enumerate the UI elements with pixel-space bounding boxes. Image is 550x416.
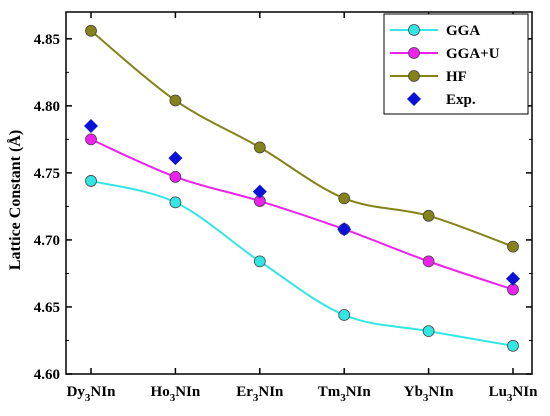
plot-area: 4.60 4.65 4.70 4.75 4.80 4.85 Dy3NIn Ho3NIn Er3N… (34, 11, 539, 404)
legend-marker-exp (407, 92, 421, 106)
data-point-exp (168, 151, 183, 166)
legend-marker-gga (408, 24, 420, 36)
data-point-hf (253, 141, 266, 154)
legend-marker-gga-u (408, 47, 420, 59)
y-tick-label: 4.75 (34, 166, 60, 182)
data-point-gga (85, 175, 97, 187)
data-point-hf (85, 24, 97, 37)
y-tick-label: 4.65 (34, 300, 60, 316)
x-tick-label: Tm3NIn (318, 384, 372, 404)
data-point-gga-u (85, 133, 97, 146)
data-point-exp (252, 184, 267, 199)
legend-label-hf: HF (446, 69, 467, 85)
data-point-exp (84, 118, 98, 133)
legend: GGA GGA+U HF Exp. (383, 13, 529, 115)
legend-label-gga: GGA (446, 23, 480, 39)
legend-marker-hf (408, 70, 420, 82)
data-point-gga (507, 339, 519, 352)
data-point-gga-u (422, 255, 435, 268)
y-tick-label: 4.80 (34, 99, 60, 115)
data-point-hf (507, 240, 519, 253)
x-tick-label: Er3NIn (236, 384, 284, 404)
data-point-exp (337, 222, 352, 237)
y-tick-label: 4.70 (34, 233, 60, 249)
legend-label-exp: Exp. (446, 92, 476, 108)
data-point-gga (338, 309, 351, 321)
y-tick-label: 4.85 (34, 32, 60, 48)
plot-frame (65, 11, 533, 375)
y-tick-label: 4.60 (34, 367, 60, 383)
data-point-gga-u (169, 171, 182, 183)
data-point-hf (422, 209, 435, 222)
x-tick-label: Lu3NIn (489, 384, 539, 404)
data-point-gga (253, 255, 266, 268)
data-point-gga (169, 196, 182, 209)
x-tick-label: Ho3NIn (151, 384, 201, 404)
x-tick-label: Yb3NIn (404, 384, 454, 404)
data-point-hf (338, 192, 351, 205)
data-point-exp (506, 271, 520, 286)
series-line-hf (90, 29, 514, 248)
series-line-gga-u (90, 138, 514, 291)
data-point-gga (422, 325, 435, 337)
y-axis-label: Lattice Constant (Å) (6, 130, 24, 270)
legend-label-gga-u: GGA+U (446, 46, 500, 62)
series-line-gga (90, 179, 514, 347)
x-tick-label: Dy3NIn (67, 384, 117, 404)
data-point-hf (169, 94, 182, 107)
